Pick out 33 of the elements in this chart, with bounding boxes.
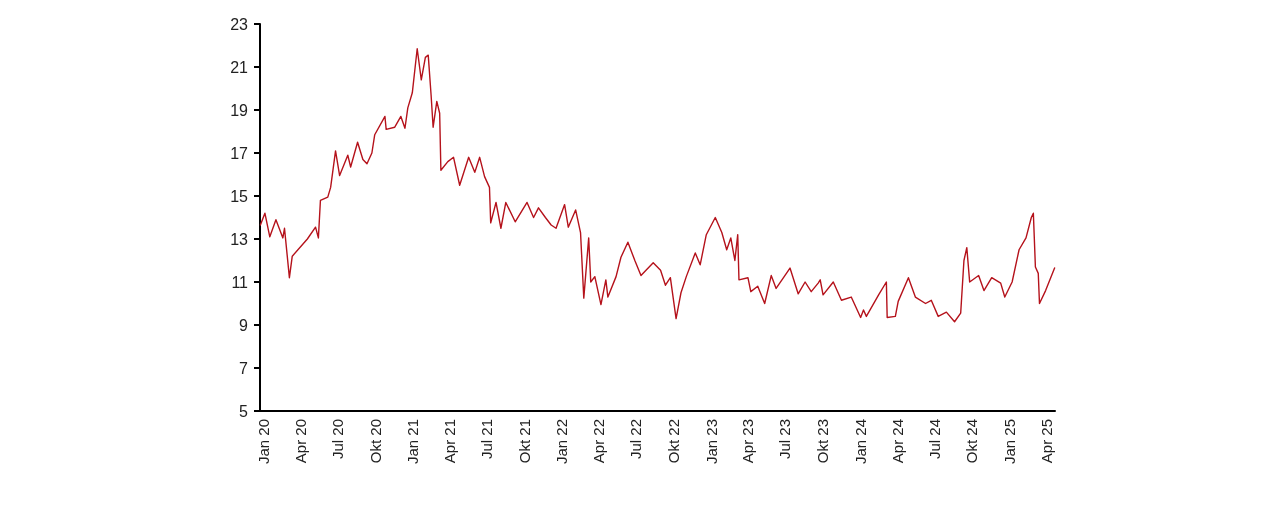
- x-tick-label: Okt 22: [664, 419, 682, 464]
- y-tick-label: 15: [230, 187, 249, 205]
- y-tick-label: 5: [239, 402, 249, 420]
- line-series: [259, 48, 1056, 323]
- y-tick-label: 17: [230, 144, 249, 162]
- x-tick-label: Apr 22: [590, 419, 608, 464]
- x-tick-label: Okt 20: [366, 419, 384, 464]
- x-tick-label: Okt 21: [515, 419, 533, 464]
- y-tick-label: 11: [231, 273, 249, 291]
- x-tick-label: Jul 24: [925, 419, 943, 460]
- x-tick-label: Jan 22: [553, 419, 571, 465]
- x-tick-label: Jul 20: [329, 419, 347, 460]
- x-tick-label: Jan 21: [404, 419, 422, 465]
- x-tick-label: Jul 22: [627, 419, 645, 460]
- y-tick-label: 23: [230, 15, 249, 33]
- x-tick-label: Apr 23: [739, 419, 757, 464]
- y-tick-label: 7: [239, 359, 249, 377]
- y-tick-label: 19: [230, 101, 249, 119]
- x-tick-label: Jan 24: [851, 419, 869, 465]
- x-tick-label: Jul 21: [478, 419, 496, 460]
- y-tick-label: 21: [230, 58, 249, 76]
- x-tick-label: Jul 23: [776, 419, 794, 460]
- x-tick-label: Okt 23: [813, 419, 831, 464]
- y-tick-label: 9: [239, 316, 249, 334]
- x-tick-label: Jan 20: [255, 419, 272, 465]
- x-tick-label: Apr 25: [1037, 419, 1055, 464]
- x-tick-label: Apr 20: [292, 419, 310, 464]
- x-tick-label: Okt 24: [963, 419, 981, 464]
- x-tick-label: Jan 23: [702, 419, 720, 465]
- y-tick-label: 13: [230, 230, 249, 248]
- x-tick-label: Apr 21: [441, 419, 459, 464]
- x-tick-label: Apr 24: [888, 419, 906, 464]
- x-tick-label: Jan 25: [1001, 419, 1018, 465]
